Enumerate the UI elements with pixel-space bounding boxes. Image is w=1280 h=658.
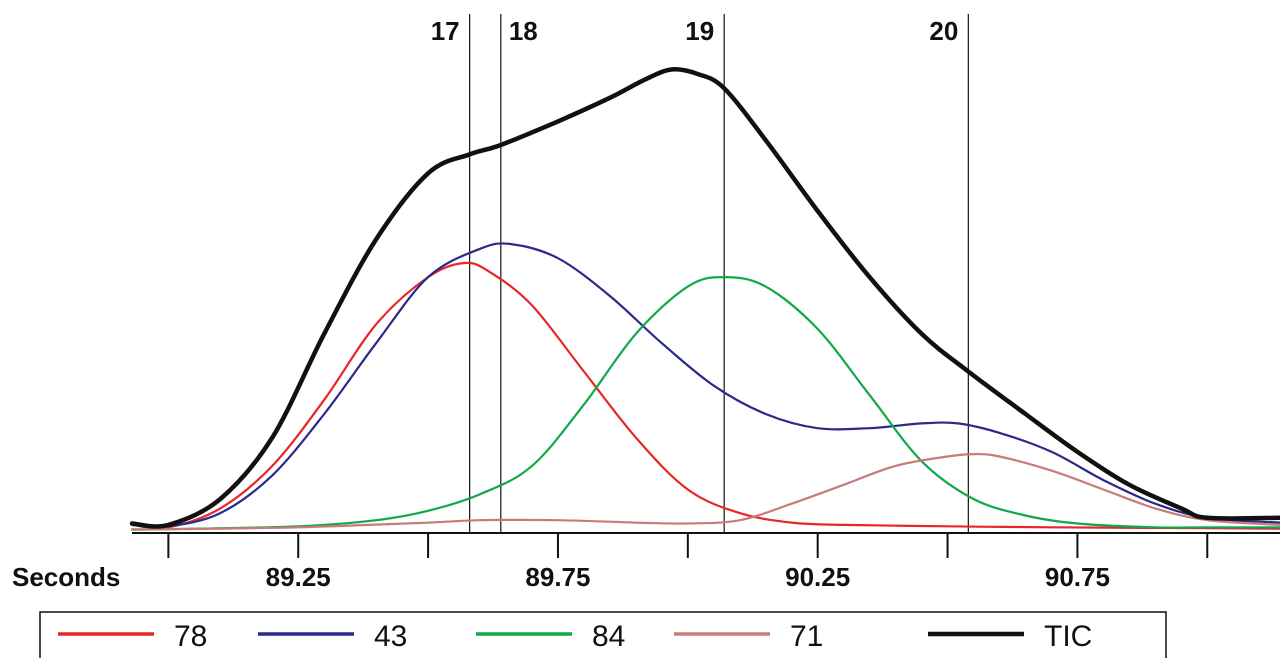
x-axis-label: Seconds — [12, 562, 120, 592]
x-axis: 89.25 89.75 90.25 90.75 Seconds — [12, 532, 1280, 592]
peak-marker-labels: 17 18 19 20 — [431, 16, 959, 46]
series-line-84 — [130, 276, 1280, 531]
x-axis-ticks: 89.25 89.75 90.25 90.75 — [167, 533, 1209, 592]
peak-marker-label-20: 20 — [929, 16, 958, 46]
x-tick-label: 89.75 — [525, 562, 590, 592]
peak-marker-label-18: 18 — [509, 16, 538, 46]
x-tick-label: 89.25 — [266, 562, 331, 592]
legend-label-84: 84 — [592, 620, 625, 653]
series-line-tic — [129, 67, 1280, 529]
legend-label-43: 43 — [374, 620, 407, 653]
peak-marker-label-19: 19 — [685, 16, 714, 46]
series-layer — [129, 67, 1280, 531]
series-line-71 — [130, 452, 1280, 531]
series-line-43 — [130, 242, 1280, 529]
legend-label-tic: TIC — [1044, 620, 1092, 653]
series-line-78 — [130, 261, 1280, 530]
legend: 78 43 84 71 TIC — [39, 611, 1167, 658]
legend-items: 78 43 84 71 TIC — [58, 620, 1092, 653]
peak-marker-lines — [469, 14, 969, 532]
peak-marker-label-17: 17 — [431, 16, 460, 46]
x-tick-label: 90.75 — [1045, 562, 1110, 592]
x-tick-label: 90.25 — [785, 562, 850, 592]
legend-label-71: 71 — [790, 620, 823, 653]
legend-label-78: 78 — [174, 620, 207, 653]
